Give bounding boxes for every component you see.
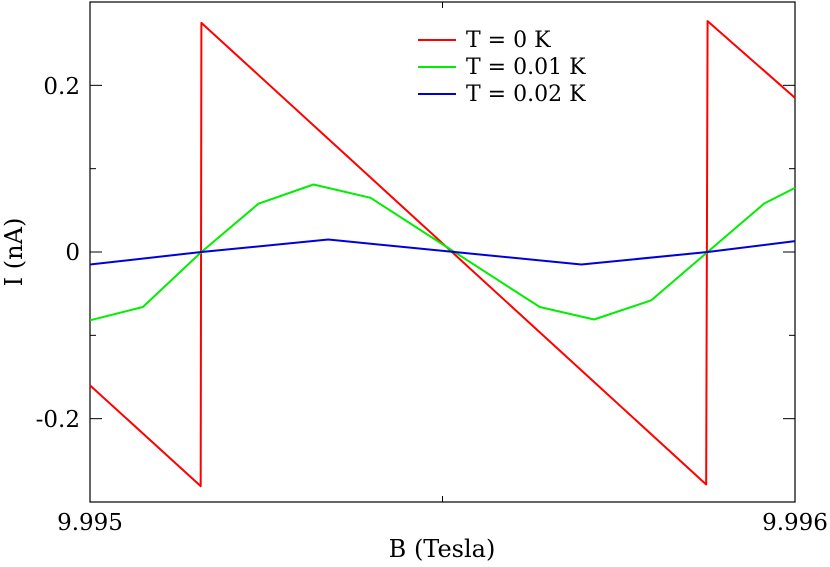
y-tick-label-1: 0 [65, 240, 80, 266]
x-tick-label-1: 9.996 [762, 510, 828, 536]
y-tick-label-2: -0.2 [36, 407, 80, 433]
legend-label-t001k: T = 0.01 K [466, 55, 586, 80]
y-axis-label: I (nA) [0, 218, 28, 287]
x-tick-labels: 9.995 9.996 [57, 510, 828, 536]
series-layer [89, 20, 796, 488]
series-line-0 [89, 20, 796, 488]
legend: T = 0 K T = 0.01 K T = 0.02 K [418, 28, 586, 107]
x-axis-label: B (Tesla) [389, 535, 496, 563]
legend-label-t002k: T = 0.02 K [466, 82, 586, 107]
axis-ticks [89, 1, 796, 503]
series-line-2 [89, 238, 796, 266]
y-tick-labels: 0.2 0 -0.2 [36, 74, 80, 433]
legend-label-t0k: T = 0 K [466, 28, 551, 53]
x-tick-label-0: 9.995 [57, 510, 123, 536]
y-tick-label-0: 0.2 [43, 74, 80, 100]
